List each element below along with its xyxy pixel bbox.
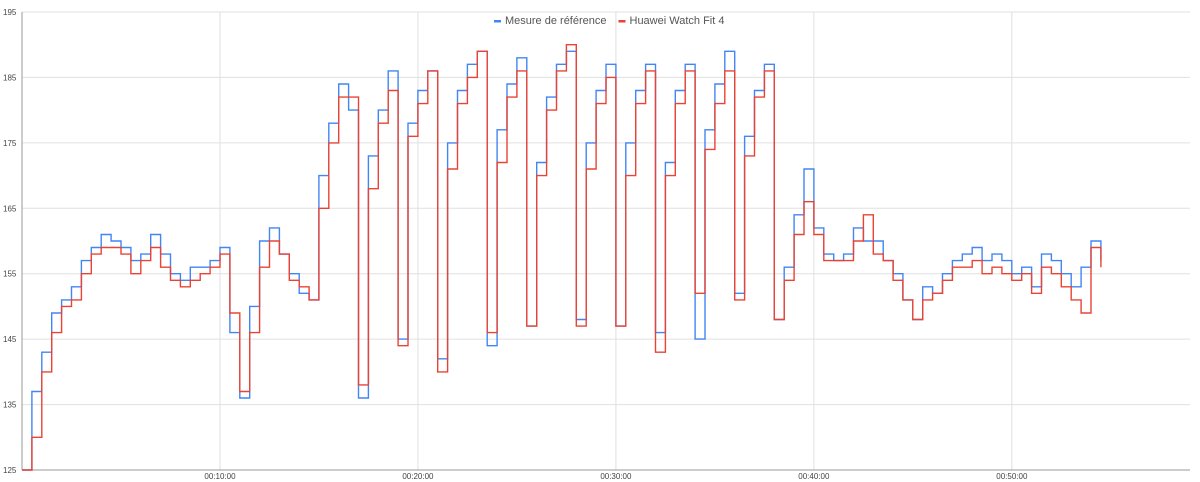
- y-tick-label: 195: [3, 8, 17, 17]
- y-tick-label: 185: [3, 73, 17, 82]
- x-tick-label: 00:40:00: [798, 472, 830, 481]
- series-line-watch: [22, 44, 1102, 471]
- y-tick-label: 155: [3, 270, 17, 279]
- series-lines: [22, 44, 1102, 471]
- legend-label: Huawei Watch Fit 4: [630, 15, 725, 27]
- y-tick-label: 145: [3, 335, 17, 344]
- x-tick-label: 00:50:00: [996, 472, 1028, 481]
- y-tick-label: 165: [3, 204, 17, 213]
- legend-label: Mesure de référence: [505, 15, 607, 27]
- x-tick-label: 00:10:00: [204, 472, 236, 481]
- y-tick-label: 135: [3, 401, 17, 410]
- legend-swatch: [494, 20, 501, 23]
- y-tick-label: 125: [3, 466, 17, 475]
- legend-swatch: [618, 20, 626, 23]
- series-line-reference: [22, 50, 1102, 471]
- x-tick-label: 00:20:00: [402, 472, 434, 481]
- legend: Mesure de référence Huawei Watch Fit 4: [494, 15, 724, 27]
- axes: 125 135 145 155 165 175 185 195 00:10:00 00:20:00…: [3, 8, 1190, 481]
- x-tick-label: 00:30:00: [600, 472, 632, 481]
- y-tick-label: 175: [3, 139, 17, 148]
